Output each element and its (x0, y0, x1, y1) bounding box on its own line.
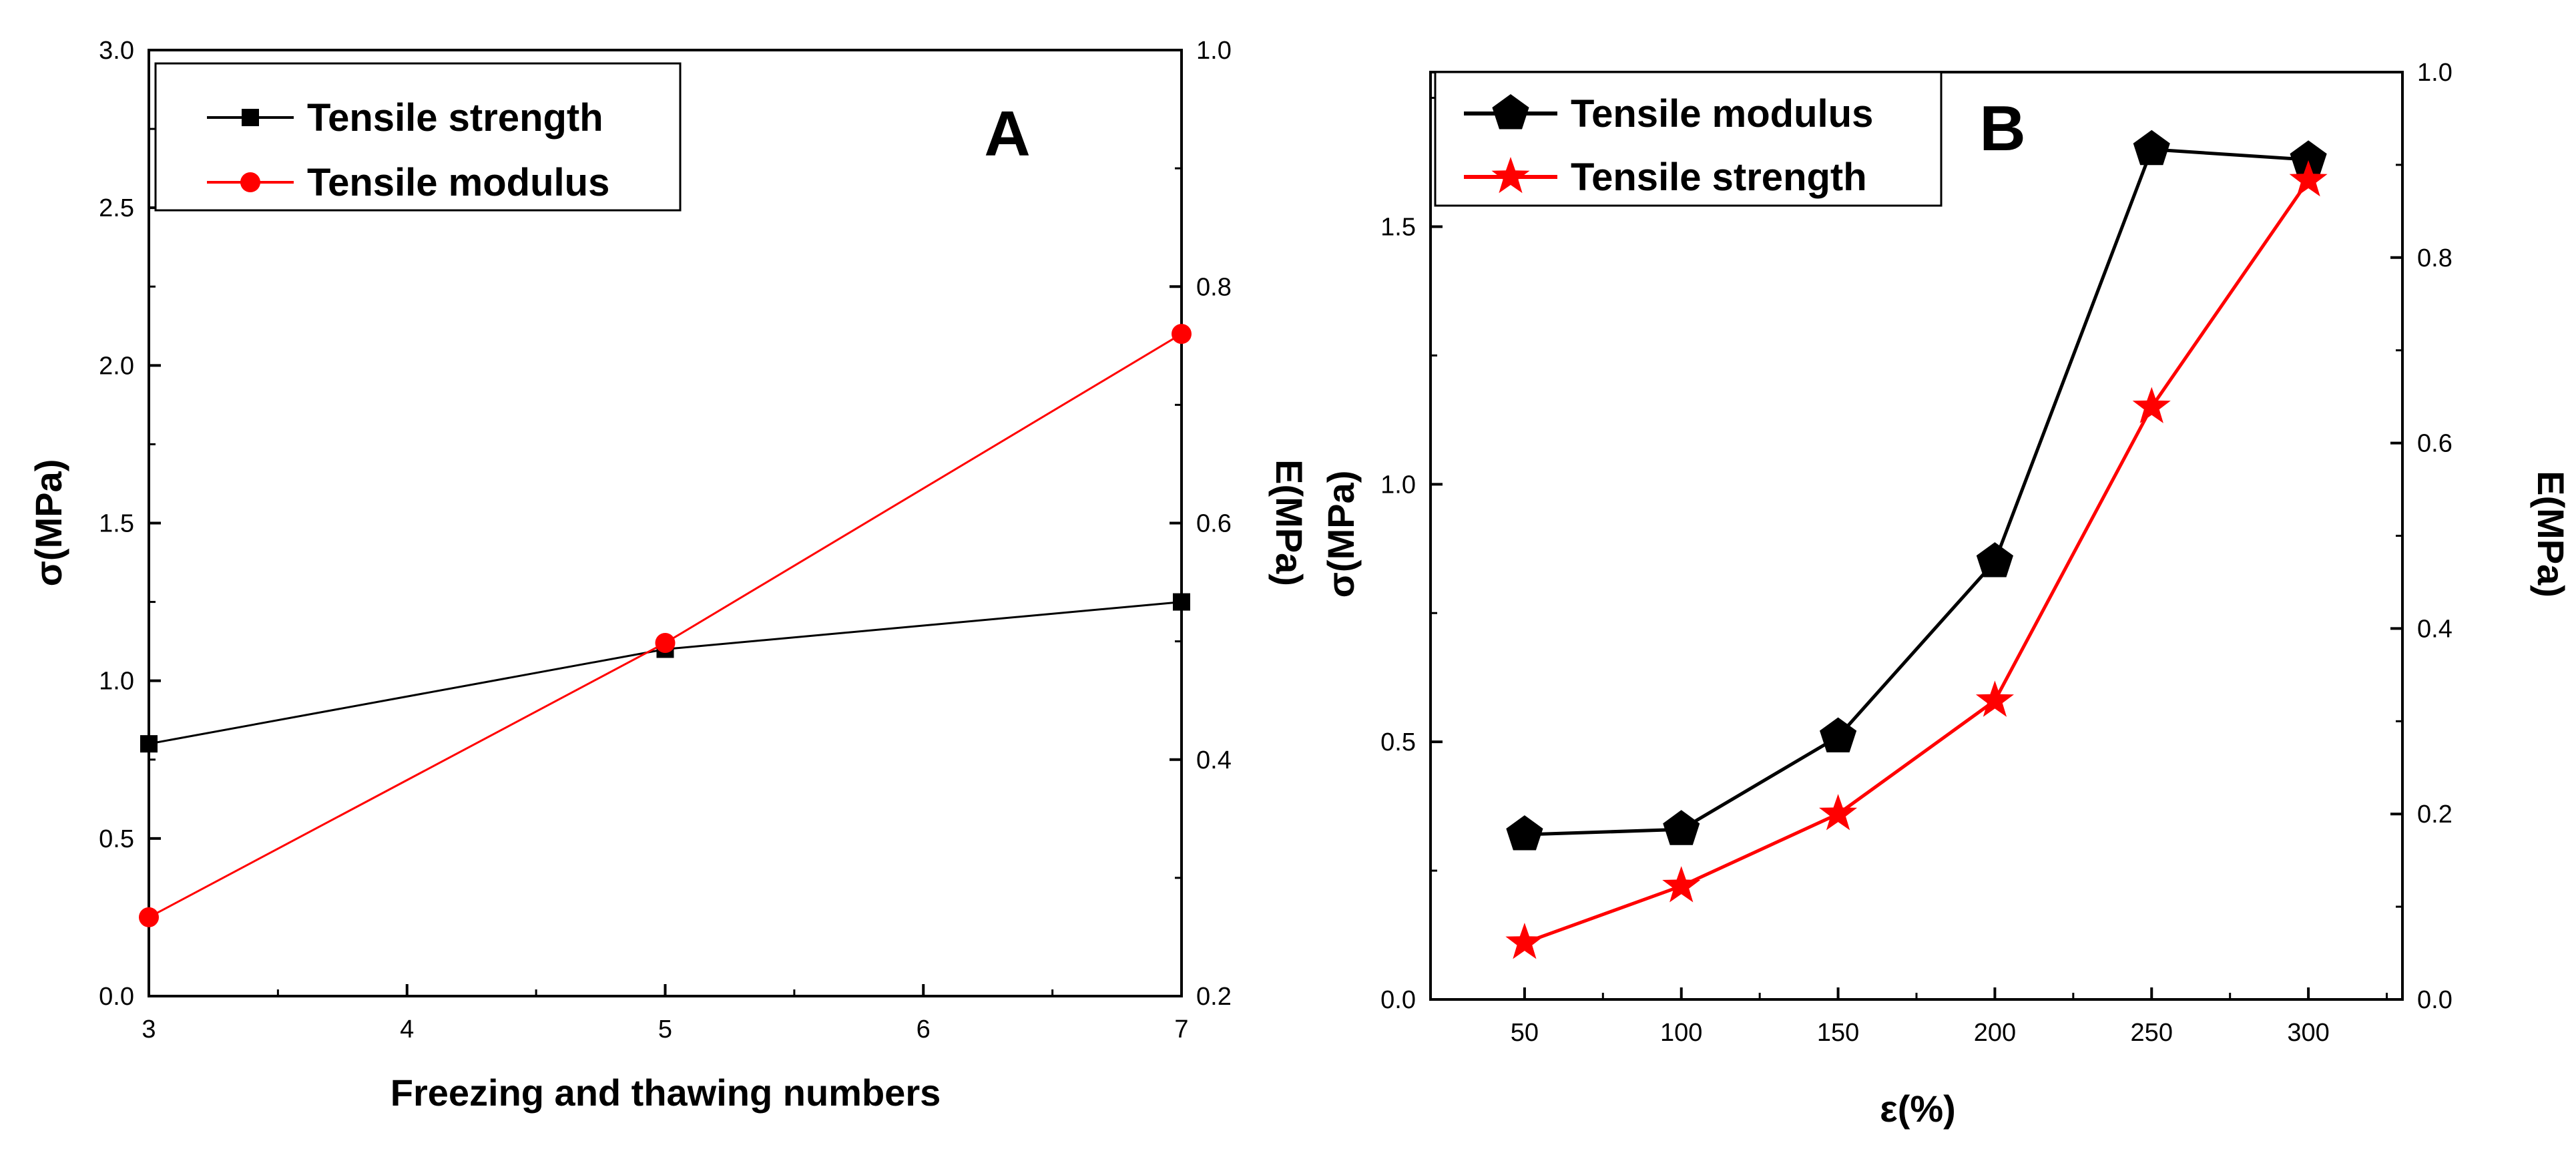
x-tick-label: 5 (658, 1015, 672, 1044)
y-right-tick-label: 1.0 (1196, 37, 1232, 65)
chart-a-tick-labels: 3 4 5 6 7 0.0 0.5 1.0 1.5 2.0 2.5 3.0 0.2 0.4 0.6 0.8 1.… (99, 37, 1232, 1044)
y-right-tick-label: 0.2 (2417, 800, 2453, 829)
data-point (140, 735, 158, 753)
data-point (1173, 593, 1190, 611)
y-tick-label: 1.5 (1380, 214, 1416, 242)
data-point (1662, 866, 1701, 903)
y-tick-label: 2.0 (99, 352, 134, 380)
chart-b-legend: Tensile modulus Tensile strength (1434, 71, 1943, 207)
legend-marker (242, 109, 259, 126)
chart-b-tick-labels: 50 100 150 200 250 300 0.0 0.5 1.0 1.5 0.0 0.2 0.4 0.… (1380, 59, 2453, 1047)
data-point (1819, 794, 1858, 831)
y-tick-label: 0.0 (99, 983, 134, 1011)
data-point (1172, 324, 1192, 344)
x-tick-label: 300 (2287, 1019, 2329, 1047)
y-right-tick-label: 0.0 (2417, 986, 2453, 1014)
y-tick-label: 0.5 (1380, 728, 1416, 756)
data-point (1975, 680, 2014, 717)
x-tick-label: 150 (1817, 1019, 1859, 1047)
data-point (2290, 140, 2327, 176)
y-tick-label: 1.0 (99, 668, 134, 696)
chart-a-y-right-axis-title: E(MPa) (1268, 459, 1310, 586)
y-tick-label: 0.5 (99, 825, 134, 853)
x-tick-label: 200 (1974, 1019, 2016, 1047)
y-tick-label: 0.0 (1380, 986, 1416, 1014)
data-point (1506, 815, 1543, 851)
chart-b-series-markers (1505, 130, 2328, 959)
x-tick-label: 250 (2131, 1019, 2173, 1047)
y-right-tick-label: 0.4 (1196, 746, 1232, 774)
legend-label: Tensile modulus (1571, 92, 1873, 136)
data-point (1505, 923, 1544, 959)
x-tick-label: 50 (1511, 1019, 1539, 1047)
series-line-tensile-strength (148, 601, 1182, 745)
data-point (1976, 542, 2013, 578)
y-right-tick-label: 0.6 (2417, 430, 2453, 458)
x-tick-label: 6 (917, 1015, 931, 1044)
legend-marker (1492, 94, 1529, 130)
y-tick-label: 2.5 (99, 194, 134, 222)
chart-a-panel-label: A (984, 98, 1030, 170)
chart-b-x-axis-title: ε(%) (1880, 1088, 1956, 1130)
chart-b-panel-label: B (1979, 93, 2025, 164)
legend-label: Tensile strength (1571, 156, 1867, 199)
data-point (1820, 717, 1857, 752)
x-tick-label: 7 (1174, 1015, 1188, 1044)
chart-b-y-right-axis-title: E(MPa) (2530, 471, 2572, 598)
series-line-tensile-modulus (148, 332, 1182, 919)
data-point (655, 632, 676, 653)
data-point (139, 907, 159, 927)
y-right-tick-label: 0.8 (2417, 244, 2453, 272)
data-point (1663, 810, 1700, 845)
chart-b-y-axis-title: σ(MPa) (1320, 471, 1362, 598)
series-line-tensile-strength (1524, 179, 2310, 945)
legend-marker (1491, 157, 1530, 194)
x-tick-label: 100 (1660, 1019, 1702, 1047)
legend-label: Tensile modulus (307, 161, 609, 204)
chart-a-legend: Tensile strength Tensile modulus (154, 62, 682, 212)
x-tick-label: 4 (400, 1015, 414, 1044)
y-right-tick-label: 1.0 (2417, 59, 2453, 87)
chart-panel-a: 3 4 5 6 7 0.0 0.5 1.0 1.5 2.0 2.5 3.0 0.2 0.4 0.6 0.8 1.… (27, 37, 1310, 1114)
y-tick-label: 1.5 (99, 510, 134, 538)
y-right-tick-label: 0.4 (2417, 615, 2453, 643)
chart-a-y-axis-title: σ(MPa) (27, 459, 69, 587)
legend-label: Tensile strength (307, 96, 603, 140)
data-point (2132, 387, 2171, 423)
chart-b-plot-frame (1429, 71, 2404, 1001)
chart-a-series-lines (148, 332, 1182, 919)
chart-b-tick-marks (1431, 71, 2402, 1001)
y-right-tick-label: 0.8 (1196, 273, 1232, 301)
y-right-tick-label: 0.6 (1196, 510, 1232, 538)
y-tick-label: 1.0 (1380, 471, 1416, 499)
data-point (2289, 160, 2328, 197)
chart-panel-b: 50 100 150 200 250 300 0.0 0.5 1.0 1.5 0.0 0.2 0.4 0.… (1320, 59, 2572, 1130)
y-tick-label: 3.0 (99, 37, 134, 65)
data-point (2133, 130, 2170, 166)
chart-a-x-axis-title: Freezing and thawing numbers (391, 1072, 941, 1114)
x-tick-label: 3 (142, 1015, 156, 1044)
chart-a-series-markers (139, 324, 1192, 927)
y-right-tick-label: 0.2 (1196, 983, 1232, 1011)
series-line-tensile-modulus (1524, 148, 2309, 837)
chart-b-legend-box (1434, 71, 1943, 207)
chart-b-series-lines (1524, 148, 2310, 945)
legend-marker (240, 172, 260, 192)
